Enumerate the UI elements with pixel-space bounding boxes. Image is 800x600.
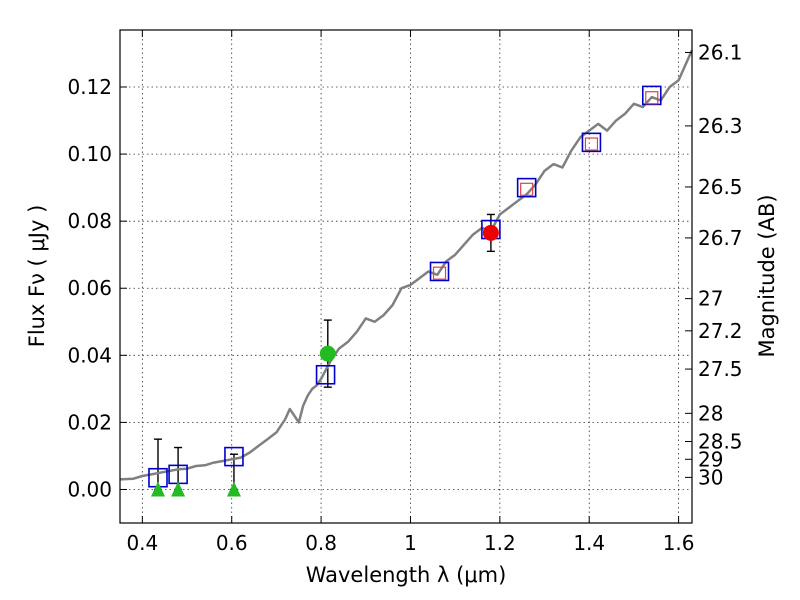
upper-limit-marker (150, 481, 165, 497)
y2-tick-label: 27.2 (698, 319, 743, 343)
y2-tick-label: 26.1 (698, 40, 743, 64)
y-tick-label: 0.06 (67, 276, 112, 300)
y-tick-label: 0.08 (67, 209, 112, 233)
observed-photometry-point (645, 91, 659, 105)
observed-photometry-point (520, 182, 534, 196)
upper-limit-marker (226, 481, 241, 497)
y2-tick-label: 28 (698, 401, 723, 425)
y2-tick-label: 27 (698, 287, 723, 311)
x-tick-label: 0.4 (126, 531, 158, 555)
x-tick-label: 1.4 (573, 531, 605, 555)
y-axis-label: Flux Fν ( μJy ) (25, 205, 49, 348)
x-tick-label: 1 (404, 531, 417, 555)
detection-point (482, 224, 499, 241)
x-axis-label: Wavelength λ (μm) (306, 563, 507, 587)
observed-photometry-point (432, 266, 447, 280)
upper-limit-marker (171, 481, 186, 497)
y-tick-label: 0.04 (67, 343, 112, 367)
y-tick-label: 0.10 (67, 142, 112, 166)
y-tick-label: 0.12 (67, 75, 112, 99)
model-photometry-point (516, 177, 537, 198)
model-photometry-point (224, 446, 244, 467)
axes: 0.4 0.6 0.8 1 1.2 1.4 1.6 0.00 0.02 0.04 0.06 0.08 0… (67, 30, 743, 555)
x-tick-label: 0.6 (216, 531, 248, 555)
model-photometry-point (641, 85, 662, 106)
model-photometry-point (581, 132, 602, 153)
y2-tick-label: 29 (698, 447, 723, 471)
spectrum-line (119, 49, 694, 481)
y2-tick-label: 27.5 (698, 357, 743, 381)
grid (120, 30, 692, 523)
y2-tick-label: 26.3 (698, 114, 743, 138)
observed-photometry-point (584, 137, 599, 151)
y2-tick-label: 30 (698, 465, 723, 489)
x-tick-label: 1.6 (663, 531, 695, 555)
x-tick-label: 1.2 (484, 531, 516, 555)
y2-tick-label: 28.5 (698, 430, 743, 454)
y-tick-label: 0.00 (67, 477, 112, 501)
y2-tick-label: 26.7 (698, 226, 743, 250)
model-photometry-point (315, 364, 336, 385)
y2-tick-label: 26.5 (698, 175, 743, 199)
model-photometry-point (429, 261, 450, 282)
series-layer (119, 49, 694, 497)
x-tick-label: 0.8 (305, 531, 337, 555)
plot-area (120, 30, 692, 523)
detection-point (319, 345, 336, 362)
y2-axis-label: Magnitude (AB) (755, 194, 779, 357)
plot-frame (119, 29, 693, 524)
y-tick-label: 0.02 (67, 410, 112, 434)
